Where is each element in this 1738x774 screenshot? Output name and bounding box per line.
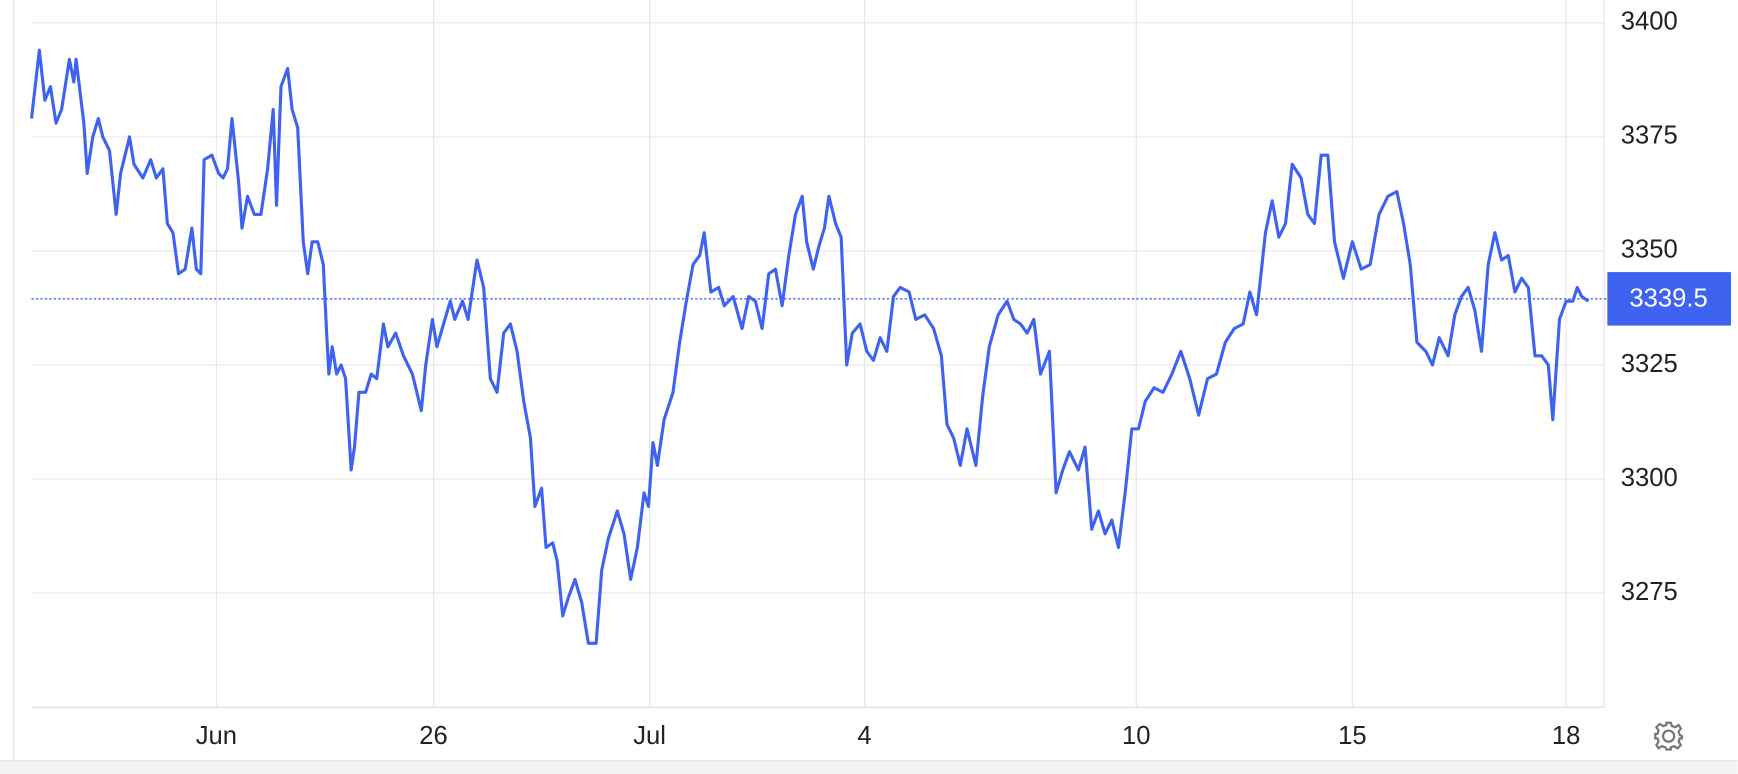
x-tick-label: 10 [1122,722,1151,750]
y-tick-label: 3325 [1621,350,1678,378]
x-tick-label: Jul [633,722,666,750]
y-tick-label: 3350 [1621,236,1678,264]
settings-icon[interactable] [1654,721,1684,751]
last-value-box [1607,272,1731,326]
x-tick-label: Jun [196,722,237,750]
y-tick-label: 3275 [1621,578,1678,606]
y-tick-label: 3300 [1621,464,1678,492]
x-tick-label: 4 [857,722,871,750]
x-tick-label: 18 [1552,722,1581,750]
x-tick-label: 15 [1338,722,1367,750]
y-tick-label: 3375 [1621,122,1678,150]
last-value-label: 3339.5 [1629,285,1707,313]
y-tick-label: 3400 [1621,8,1678,36]
price-line [29,48,1590,645]
x-tick-label: 26 [419,722,448,750]
footer-strip [0,760,1738,774]
